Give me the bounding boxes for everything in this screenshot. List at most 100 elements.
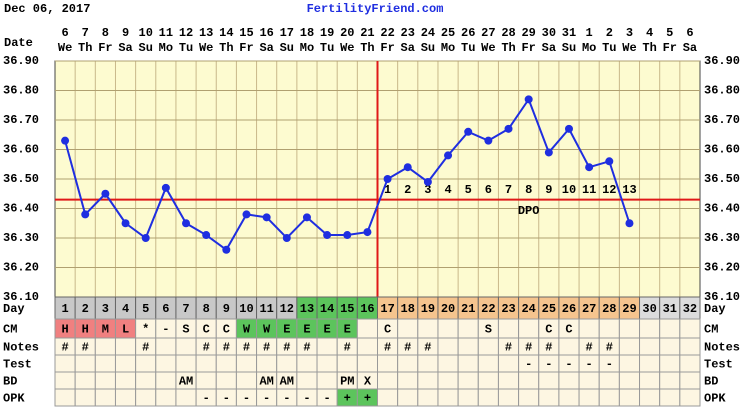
y-tick-label-right: 36.70 (704, 113, 740, 127)
row-cell (215, 371, 237, 390)
row-cell (215, 354, 237, 373)
date: 9 (122, 26, 129, 40)
cell-text: # (243, 341, 250, 355)
y-tick-label: 36.20 (3, 261, 39, 275)
row-cell (618, 318, 641, 339)
date: 19 (320, 26, 334, 40)
row-cell (538, 388, 560, 407)
y-tick-label-right: 36.40 (704, 202, 740, 216)
row-cell (518, 318, 540, 339)
weekday: We (481, 41, 495, 55)
date: 8 (102, 26, 109, 40)
row-cell (558, 371, 580, 390)
cell-text: - (162, 323, 169, 337)
weekday: Sa (259, 41, 273, 55)
row-cell (397, 388, 419, 407)
weekday: Sa (683, 41, 697, 55)
dpo-number: 3 (424, 183, 431, 197)
cell-text: # (283, 341, 290, 355)
y-tick-label-right: 36.30 (704, 231, 740, 245)
cell-text: S (485, 323, 492, 337)
temperature-point (222, 245, 231, 254)
cell-text: - (565, 358, 572, 372)
row-cell (377, 388, 399, 407)
date: 7 (82, 26, 89, 40)
cell-text: - (223, 392, 230, 406)
row-cell (578, 318, 600, 339)
dpo-number: 12 (602, 183, 616, 197)
day-number: 27 (582, 302, 596, 316)
row-cell (417, 388, 439, 407)
row-cell (195, 354, 217, 373)
day-number: 4 (122, 302, 129, 316)
temperature-point (363, 228, 372, 237)
row-cell (679, 318, 701, 339)
cell-text: L (122, 323, 129, 337)
y-tick-label: 36.90 (3, 54, 39, 68)
row-cell (659, 318, 681, 339)
cell-text: - (586, 358, 593, 372)
y-tick-label-right: 36.90 (704, 54, 740, 68)
site-name: FertilityFriend.com (307, 2, 444, 16)
row-cell (94, 371, 116, 390)
temperature-point (464, 127, 473, 136)
cell-text: + (364, 392, 371, 406)
weekday: Mo (441, 41, 455, 55)
row-cell (679, 388, 701, 407)
date: 6 (686, 26, 693, 40)
row-cell (558, 337, 580, 356)
row-cell (135, 371, 157, 390)
cell-text: E (324, 323, 331, 337)
row-cell (235, 371, 258, 390)
day-number: 29 (622, 302, 636, 316)
date: 31 (562, 26, 576, 40)
cell-text: + (344, 392, 351, 406)
day-number: 2 (82, 302, 89, 316)
weekday: Sa (542, 41, 556, 55)
temperature-point (504, 124, 513, 133)
temperature-point (564, 124, 573, 133)
cell-text: # (586, 341, 593, 355)
cell-text: # (82, 341, 89, 355)
weekday: Tu (602, 41, 616, 55)
dpo-number: 2 (404, 183, 411, 197)
temperature-point (403, 163, 412, 172)
cell-text: - (303, 392, 310, 406)
cell-text: # (404, 341, 411, 355)
cell-text: W (243, 323, 251, 337)
row-cell (659, 354, 681, 373)
cell-text: - (545, 358, 552, 372)
row-cell (497, 371, 520, 390)
row-cell (155, 337, 177, 356)
weekday: Su (139, 41, 153, 55)
date: 24 (421, 26, 435, 40)
temperature-point (302, 213, 311, 222)
row-cell (377, 371, 399, 390)
row-cell (618, 354, 641, 373)
row-cell (54, 354, 76, 373)
temperature-point (262, 213, 271, 222)
weekday: Mo (582, 41, 596, 55)
day-number: 3 (102, 302, 109, 316)
cell-text: C (223, 323, 230, 337)
temperature-point (242, 210, 251, 219)
print-date: Dec 06, 2017 (4, 2, 90, 16)
dpo-number: 7 (505, 183, 512, 197)
row-label: BD (3, 375, 17, 389)
cell-text: - (243, 392, 250, 406)
weekday: Tu (320, 41, 334, 55)
row-cell (437, 337, 459, 356)
date: 14 (219, 26, 233, 40)
row-cell (457, 337, 479, 356)
cell-text: H (61, 323, 68, 337)
weekday: We (199, 41, 213, 55)
cell-text: # (424, 341, 431, 355)
row-label: CM (3, 323, 17, 337)
day-number: 20 (441, 302, 455, 316)
temperature-point (544, 148, 553, 157)
temperature-point (625, 219, 634, 228)
weekday: Su (421, 41, 435, 55)
row-cell (477, 354, 499, 373)
dpo-number: 9 (545, 183, 552, 197)
